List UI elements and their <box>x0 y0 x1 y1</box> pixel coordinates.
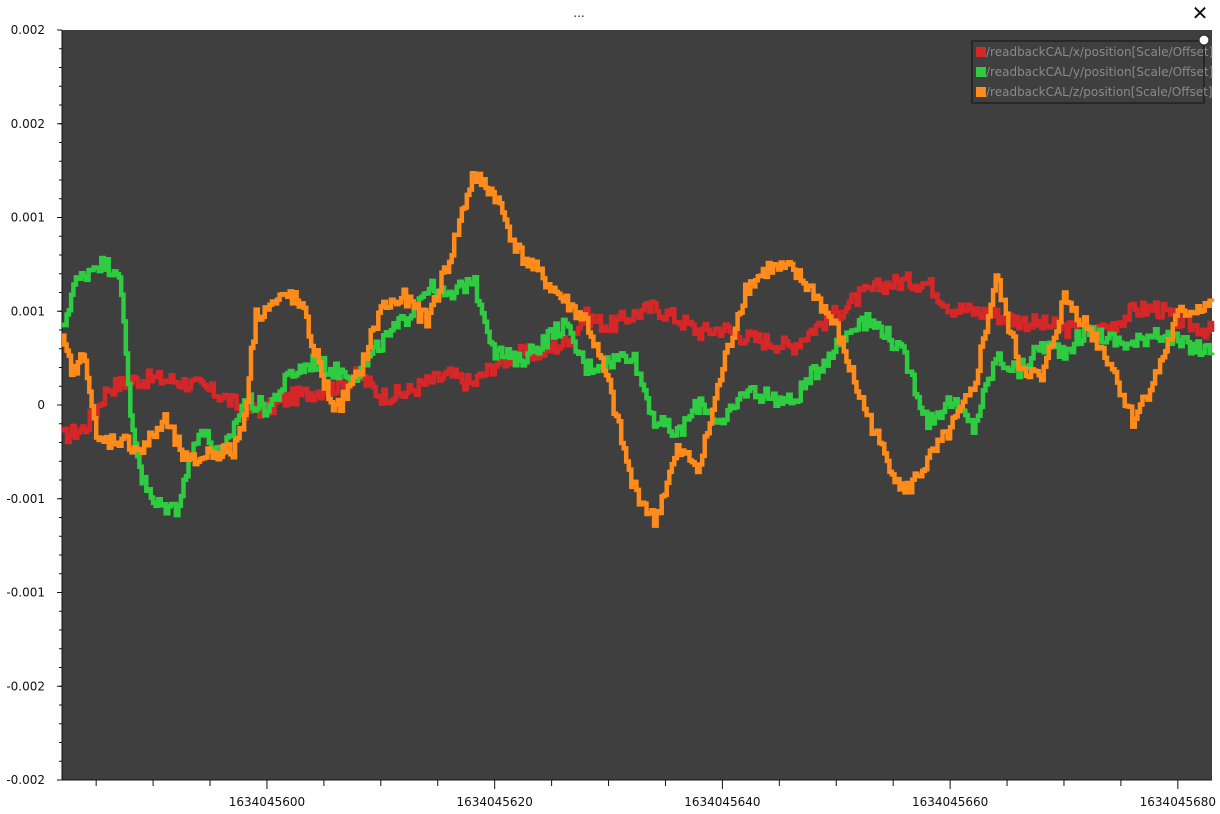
y-tick-label: 0 <box>37 398 45 412</box>
y-tick-label: 0.001 <box>11 211 45 225</box>
resize-handle-icon[interactable] <box>1198 34 1210 46</box>
legend-label: /readbackCAL/x/position[Scale/Offset] <box>986 45 1213 59</box>
zoom-handle[interactable] <box>1198 34 1210 46</box>
legend: /readbackCAL/x/position[Scale/Offset] /re… <box>971 40 1213 104</box>
x-tick-label: 1634045680 <box>1140 795 1216 809</box>
series-line <box>62 170 1215 528</box>
y-axis: 0.002 0.002 0.001 0.001 0 -0.001 -0.001 -0.002 -… <box>6 23 63 787</box>
y-tick-label: 0.002 <box>11 23 45 37</box>
legend-swatch <box>976 67 986 77</box>
close-icon[interactable]: ✕ <box>1191 1 1209 25</box>
x-tick-label: 1634045620 <box>456 795 532 809</box>
legend-swatch <box>976 47 986 57</box>
x-tick-label: 1634045600 <box>229 795 305 809</box>
series-line <box>62 271 1215 445</box>
y-tick-label: -0.002 <box>6 773 45 787</box>
title-bar: ... ✕ <box>0 0 1220 28</box>
x-tick-label: 1634045640 <box>684 795 760 809</box>
y-tick-label: -0.002 <box>6 679 45 693</box>
series-layer <box>62 170 1215 528</box>
legend-label: /readbackCAL/y/position[Scale/Offset] <box>986 65 1213 79</box>
x-tick-label: 1634045660 <box>912 795 988 809</box>
legend-swatch <box>976 87 986 97</box>
legend-label: /readbackCAL/z/position[Scale/Offset] <box>986 85 1213 99</box>
legend-box <box>971 40 1205 104</box>
x-axis: 1634045600 1634045620 1634045640 1634045660… <box>62 779 1216 809</box>
y-tick-label: -0.001 <box>6 492 45 506</box>
y-tick-label: 0.001 <box>11 304 45 318</box>
y-tick-label: -0.001 <box>6 586 45 600</box>
window-title: ... <box>573 6 585 20</box>
y-tick-label: 0.002 <box>11 117 45 131</box>
